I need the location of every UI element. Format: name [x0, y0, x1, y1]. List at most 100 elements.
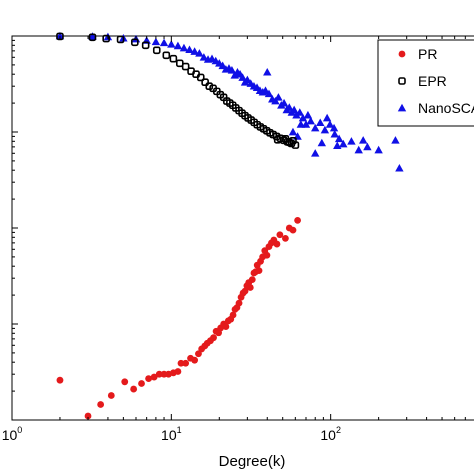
data-point — [363, 142, 372, 151]
data-point — [329, 123, 339, 132]
data-point — [289, 226, 297, 234]
series-pr — [56, 216, 301, 420]
data-point — [196, 73, 205, 82]
data-point — [281, 134, 290, 143]
data-point — [289, 136, 297, 145]
data-point — [334, 134, 344, 143]
legend-marker — [398, 50, 406, 58]
data-point — [317, 138, 327, 147]
data-point — [162, 51, 171, 60]
data-point — [190, 47, 199, 55]
data-point — [56, 32, 64, 41]
data-point — [235, 299, 243, 307]
legend-marker — [398, 77, 406, 85]
data-point — [159, 38, 169, 47]
data-point — [294, 216, 301, 224]
data-point — [264, 89, 274, 98]
data-point — [248, 276, 256, 284]
data-point — [288, 127, 298, 136]
data-point — [339, 139, 348, 148]
data-point — [391, 136, 400, 144]
data-point — [358, 136, 368, 144]
x-tick-label: 101 — [161, 425, 182, 443]
data-point — [320, 125, 330, 134]
data-point — [130, 385, 138, 393]
data-point — [395, 163, 404, 172]
data-point — [255, 267, 263, 274]
data-point — [311, 123, 320, 132]
x-tick-label: 102 — [320, 425, 341, 443]
data-point — [151, 37, 161, 46]
data-point — [227, 66, 237, 74]
data-point — [131, 38, 139, 47]
x-axis-label: Degree(k) — [219, 453, 286, 470]
data-point — [181, 62, 190, 71]
data-point — [84, 412, 92, 420]
legend-label: PR — [418, 46, 437, 62]
data-point — [199, 53, 209, 61]
data-point — [107, 392, 115, 399]
data-point — [177, 359, 185, 367]
data-point — [88, 32, 97, 40]
data-point — [295, 108, 304, 116]
data-point — [316, 118, 325, 127]
data-point — [167, 40, 176, 48]
data-point — [222, 323, 230, 330]
data-point — [322, 113, 332, 122]
legend-label: EPR — [418, 73, 447, 89]
data-point — [121, 378, 129, 386]
data-point — [333, 141, 342, 150]
data-point — [303, 110, 313, 119]
data-point — [311, 149, 320, 157]
data-point — [201, 78, 209, 87]
data-point — [141, 41, 150, 50]
data-point — [276, 231, 284, 239]
data-point — [102, 34, 110, 43]
data-point — [273, 240, 281, 248]
data-point — [205, 82, 214, 90]
axes: Degree(k) 100 101 102 — [2, 35, 466, 470]
data-point — [155, 370, 163, 378]
data-point — [263, 251, 271, 259]
data-point — [282, 234, 289, 242]
data-point — [195, 49, 204, 57]
data-point — [210, 334, 217, 342]
x-tick-label: 100 — [2, 425, 23, 443]
data-point — [152, 46, 161, 55]
data-point — [88, 33, 97, 42]
data-point — [330, 129, 339, 138]
data-point — [179, 43, 189, 52]
legend-label: NanoSCAN — [418, 100, 474, 116]
data-point — [279, 98, 289, 107]
data-point — [229, 311, 237, 319]
legend-box — [377, 39, 474, 127]
data-point — [374, 145, 383, 154]
data-point — [243, 75, 252, 84]
data-point — [169, 54, 178, 63]
data-point — [325, 120, 335, 128]
data-point — [55, 31, 65, 40]
data-point — [347, 137, 356, 145]
data-point — [174, 368, 182, 375]
data-point — [145, 375, 153, 382]
data-point — [246, 284, 254, 291]
data-point — [273, 135, 282, 144]
data-point — [185, 45, 194, 54]
data-point — [241, 287, 249, 295]
data-point — [138, 380, 145, 387]
legend: PR EPR NanoSCAN — [377, 39, 474, 127]
data-point — [306, 116, 315, 125]
data-point — [182, 359, 190, 367]
data-point — [263, 67, 272, 76]
series-epr — [56, 32, 300, 149]
data-point — [296, 120, 306, 128]
data-marks — [55, 31, 404, 420]
data-point — [274, 93, 283, 101]
data-point — [195, 350, 202, 358]
data-point — [298, 113, 308, 122]
legend-marker — [397, 103, 407, 112]
data-point — [116, 35, 125, 44]
data-point — [97, 401, 105, 408]
data-point — [173, 41, 183, 50]
